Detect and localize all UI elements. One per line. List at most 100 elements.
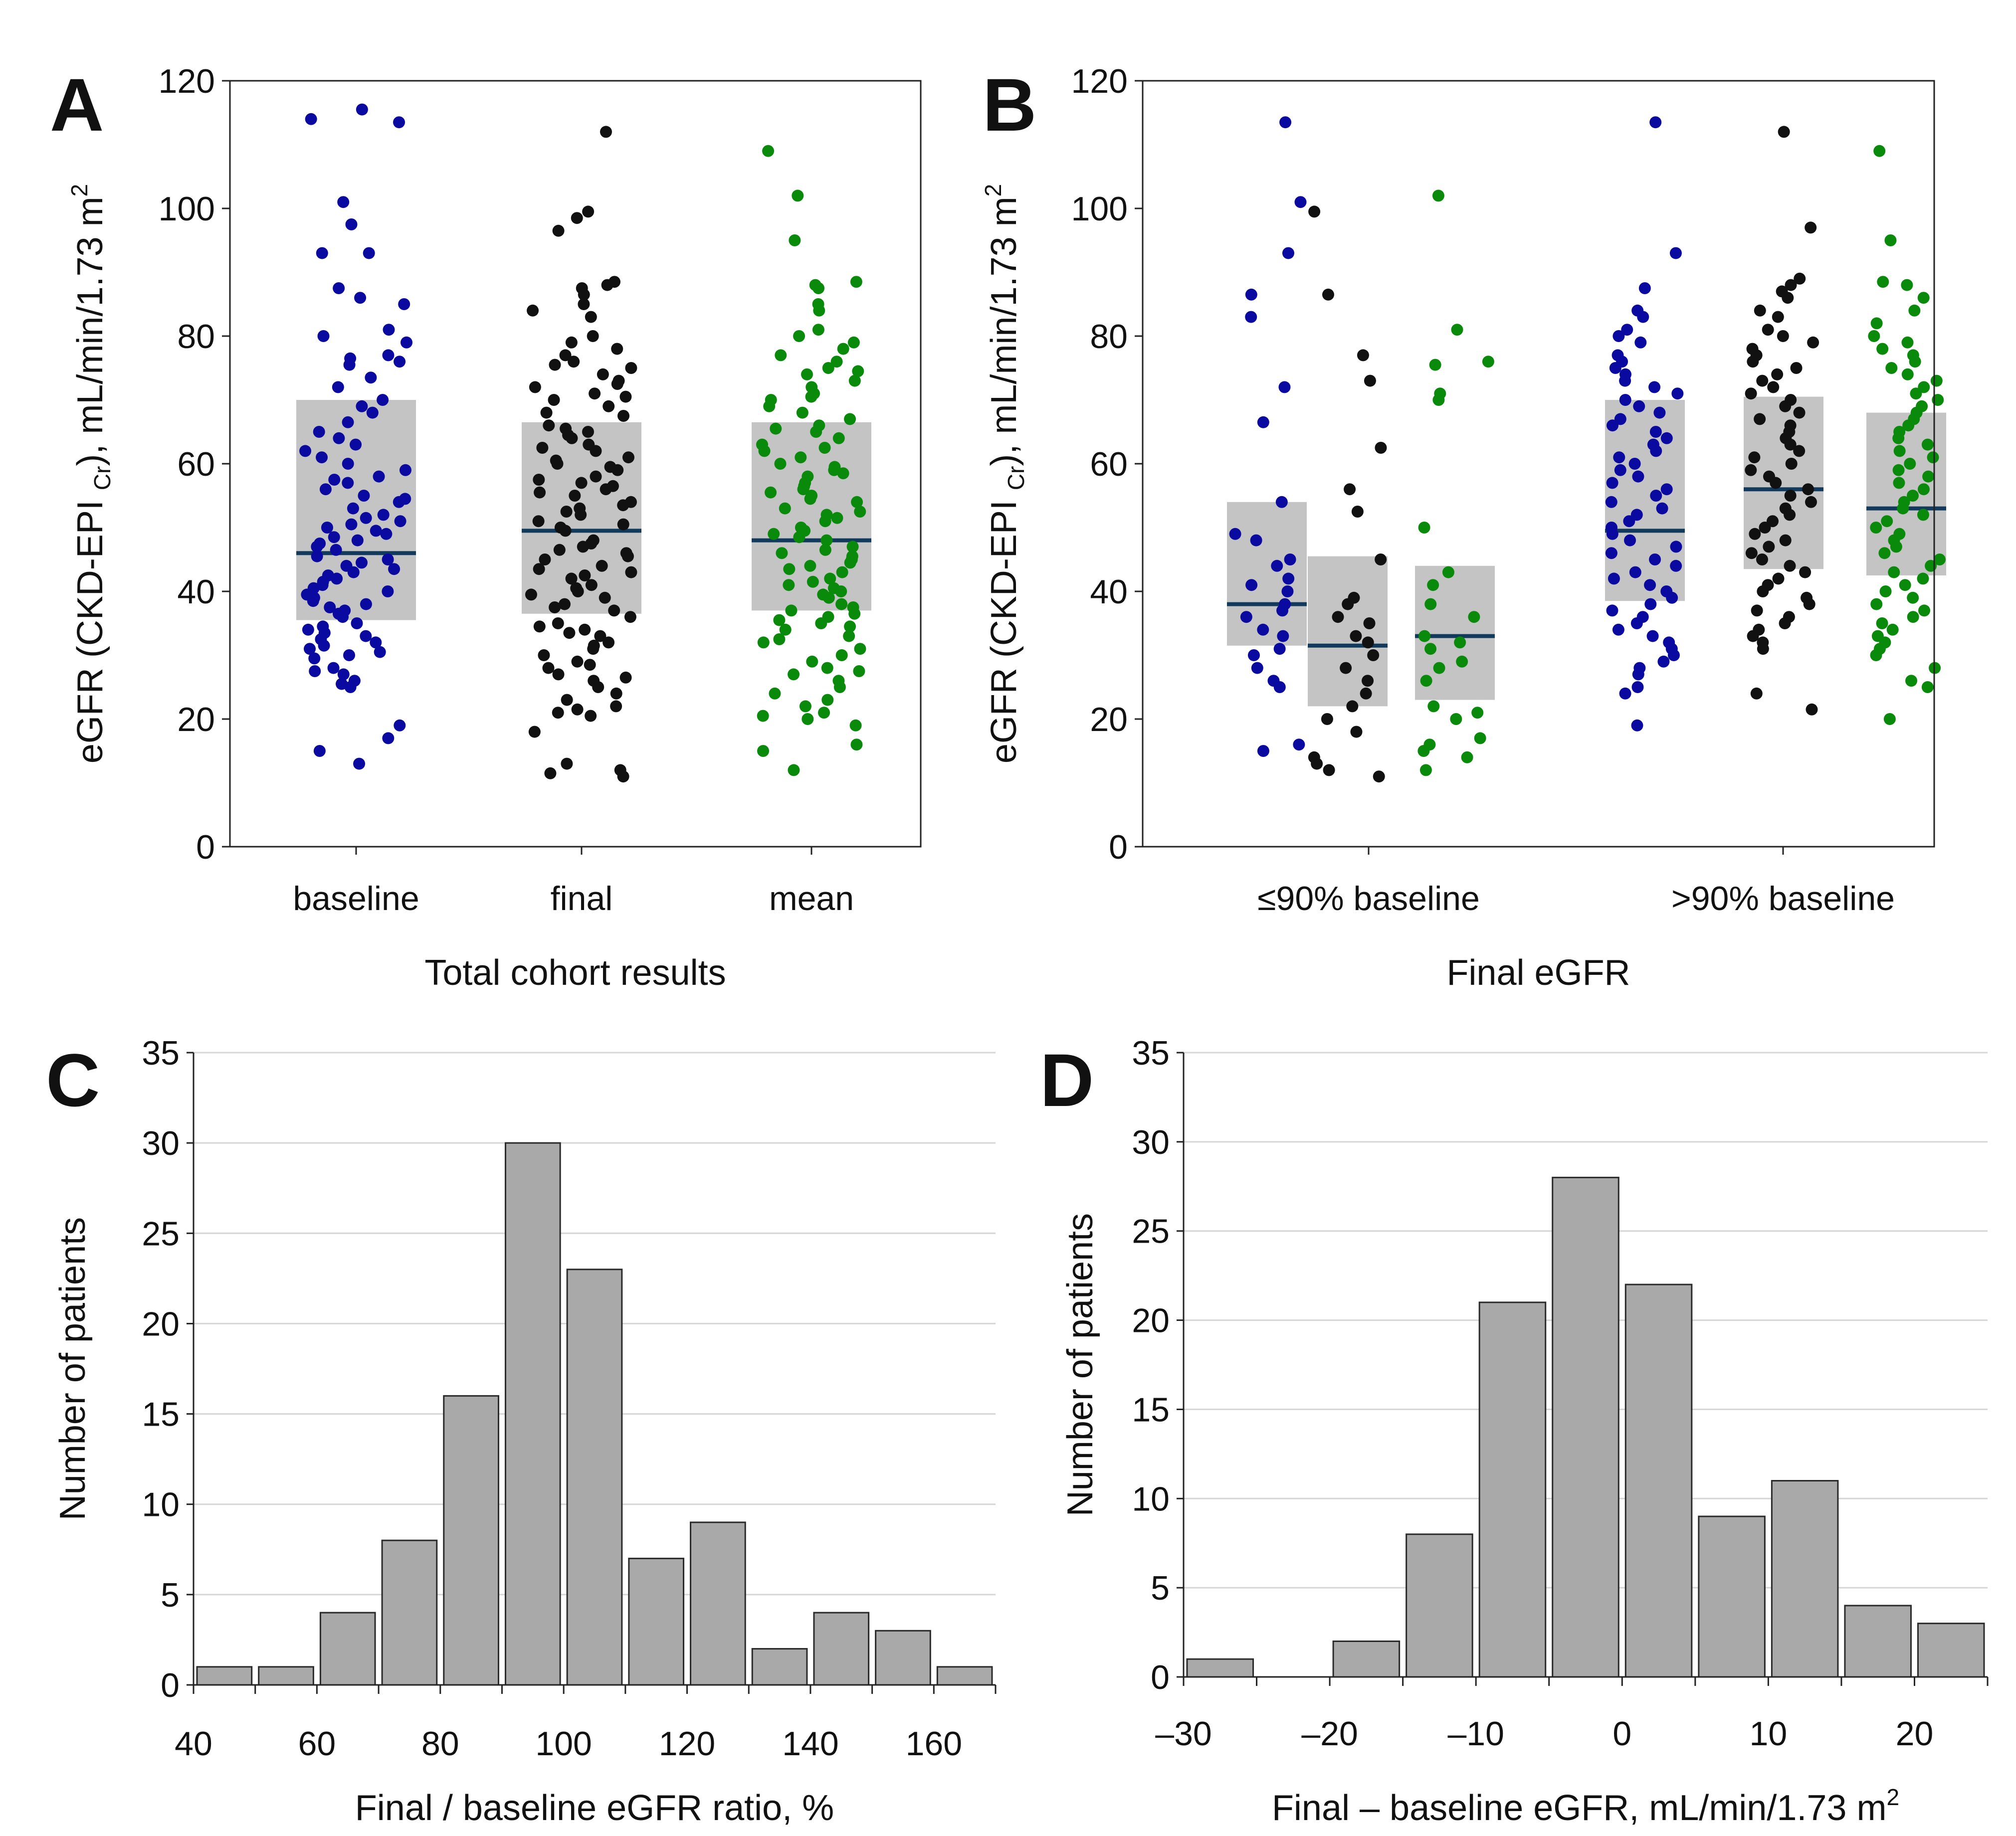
data-point-final [610, 700, 622, 713]
y-tick-label: 20 [177, 701, 215, 738]
data-point-final [1346, 700, 1359, 713]
histogram-bar [1844, 1605, 1912, 1678]
data-point-final [579, 623, 591, 636]
data-point-mean [1454, 636, 1466, 649]
data-point-baseline [394, 356, 406, 368]
data-point-baseline [331, 572, 343, 585]
data-point-baseline [342, 416, 354, 428]
data-point-baseline [1251, 662, 1263, 674]
data-point-baseline [360, 630, 372, 642]
data-point-final [584, 659, 596, 671]
data-point-final [578, 288, 590, 301]
data-point-baseline [1277, 630, 1289, 642]
data-point-mean [844, 556, 856, 569]
data-point-baseline [1648, 381, 1661, 393]
data-point-baseline [356, 103, 368, 116]
data-point-baseline [1650, 490, 1662, 502]
data-point-mean [1471, 707, 1484, 719]
data-point-baseline [328, 474, 341, 486]
data-point-final [1344, 483, 1356, 496]
data-point-baseline [1619, 374, 1631, 387]
data-point-baseline [382, 349, 395, 362]
data-point-final [617, 410, 630, 422]
data-point-final [1807, 336, 1819, 349]
data-point-baseline [1605, 547, 1617, 559]
data-point-baseline [309, 665, 321, 677]
data-point-mean [1902, 419, 1915, 432]
data-point-baseline [1650, 445, 1662, 457]
y-tick-label: 35 [142, 1034, 180, 1072]
x-tick-label: 160 [906, 1725, 962, 1763]
data-point-final [1784, 559, 1796, 572]
data-point-final [1757, 585, 1769, 597]
data-point-final [568, 356, 580, 368]
data-point-final [529, 381, 541, 393]
data-point-baseline [1605, 496, 1617, 508]
data-point-final [549, 601, 561, 613]
data-point-baseline [1281, 585, 1294, 597]
data-point-mean [1877, 276, 1889, 288]
data-point-final [565, 336, 578, 349]
data-point-mean [1892, 432, 1905, 444]
data-point-final [1754, 413, 1766, 425]
data-point-final [527, 304, 539, 317]
data-point-final [1779, 617, 1791, 629]
data-point-baseline [382, 732, 395, 744]
data-point-baseline [321, 522, 333, 534]
data-point-baseline [1273, 681, 1286, 693]
y-label-superscript: 2 [980, 184, 1006, 197]
data-point-mean [818, 707, 830, 719]
data-point-final [1784, 509, 1796, 521]
data-point-mean [799, 700, 811, 713]
data-point-mean [1922, 470, 1935, 483]
data-point-baseline [333, 432, 345, 444]
x-tick-label: 0 [1613, 1715, 1631, 1753]
histogram-bar [1406, 1533, 1473, 1678]
data-point-final [1806, 703, 1818, 716]
data-point-final [561, 757, 573, 770]
data-point-mean [1930, 374, 1943, 387]
data-point-mean [779, 502, 791, 515]
data-point-final [592, 681, 605, 693]
data-point-final [552, 668, 565, 681]
data-point-final [1785, 458, 1798, 470]
data-point-final [1756, 553, 1768, 565]
data-point-mean [830, 356, 843, 368]
data-point-baseline [1630, 617, 1643, 629]
data-point-baseline [350, 438, 362, 451]
histogram-bar [628, 1557, 685, 1686]
histogram-bar [504, 1142, 561, 1686]
data-point-mean [1888, 566, 1900, 578]
data-point-final [525, 588, 537, 601]
data-point-final [1357, 349, 1369, 362]
data-point-final [1802, 483, 1814, 496]
data-point-final [563, 627, 576, 639]
data-point-baseline [1257, 745, 1269, 757]
data-point-mean [1424, 598, 1437, 610]
data-point-final [603, 636, 615, 649]
data-point-final [1785, 279, 1797, 291]
y-tick-label: 10 [1132, 1480, 1170, 1518]
histogram-bar [1332, 1640, 1401, 1678]
data-point-baseline [313, 745, 326, 757]
data-point-final [585, 710, 597, 722]
data-point-final [1748, 451, 1761, 464]
data-point-baseline [370, 636, 382, 649]
data-point-final [536, 442, 549, 454]
y-tick-label: 60 [177, 445, 215, 483]
data-point-mean [831, 512, 843, 524]
panel-letter: C [46, 1038, 100, 1122]
data-point-mean [1417, 745, 1430, 757]
data-point-final [1351, 506, 1364, 518]
x-category-label: ≤90% baseline [1257, 880, 1480, 918]
data-point-baseline [374, 646, 386, 658]
histogram-bar [813, 1612, 870, 1686]
y-tick-label: 60 [1090, 445, 1128, 483]
data-point-final [552, 224, 565, 237]
data-point-baseline [317, 330, 330, 342]
data-point-final [552, 617, 564, 629]
data-point-mean [850, 276, 862, 288]
data-point-baseline [1606, 604, 1618, 617]
data-point-baseline [1629, 566, 1641, 578]
